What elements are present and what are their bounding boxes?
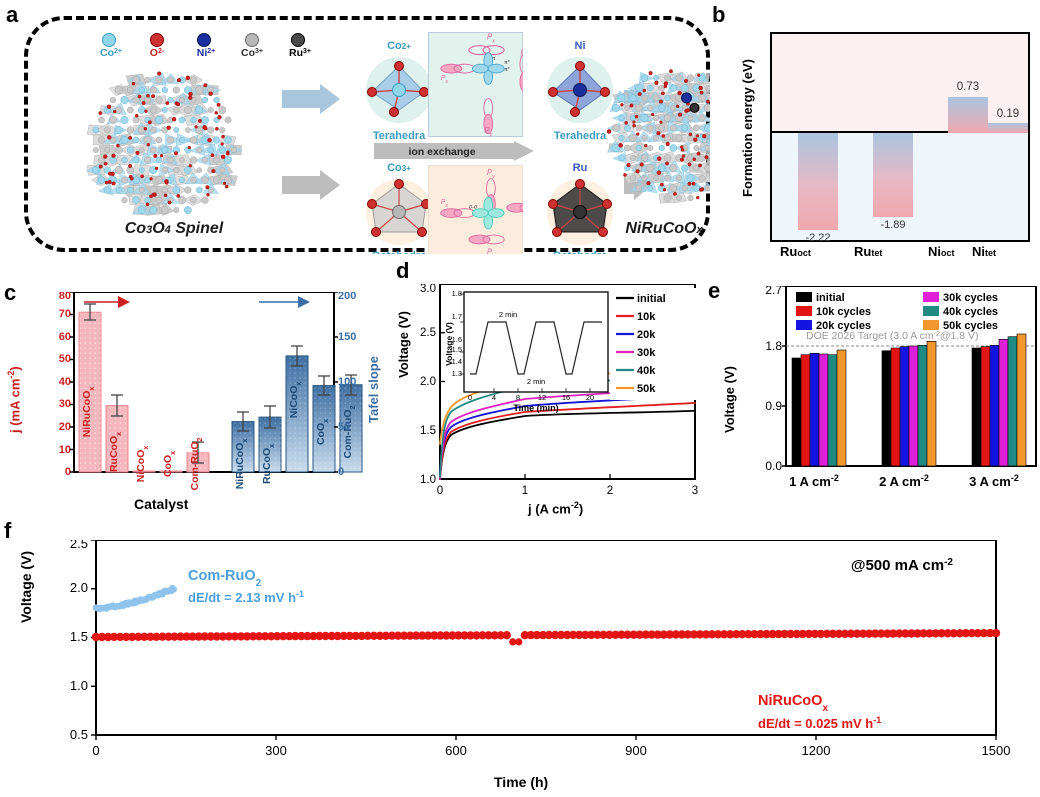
svg-text:1.8: 1.8 [765,339,782,353]
svg-text:10k: 10k [637,311,656,323]
svg-text:Co2+: Co2+ [100,47,122,59]
svg-text:0: 0 [437,485,443,497]
svg-text:80: 80 [59,292,71,302]
svg-text:1: 1 [522,485,528,497]
svg-text:20: 20 [586,393,594,402]
svg-text:40k: 40k [637,365,656,377]
svg-text:30: 30 [59,398,71,410]
svg-text:600: 600 [445,743,467,758]
svg-text:0: 0 [92,743,99,758]
svg-text:Pz: Pz [487,247,495,254]
svg-text:70: 70 [59,308,71,320]
svg-text:0.73: 0.73 [957,81,979,93]
svg-text:Ps: Ps [441,75,449,85]
svg-text:ion exchange: ion exchange [408,146,475,158]
svg-text:3.0: 3.0 [420,284,436,295]
svg-text:Com-RuO2: Com-RuO2 [188,568,262,589]
svg-text:10k cycles: 10k cycles [816,306,871,318]
svg-text:1200: 1200 [802,743,831,758]
svg-text:NiCoOx: NiCoOx [135,446,150,483]
svg-text:O2-: O2- [150,47,165,59]
svg-text:30k cycles: 30k cycles [943,292,998,304]
svg-text:0.19: 0.19 [997,108,1019,120]
svg-text:initial: initial [637,293,666,305]
svg-text:50: 50 [59,353,71,365]
svg-text:60: 60 [59,331,71,343]
svg-text:Co3+: Co3+ [241,47,263,59]
svg-text:2 min: 2 min [499,310,517,319]
svg-text:0.9: 0.9 [765,399,782,413]
svg-text:20k: 20k [637,329,656,341]
svg-text:12: 12 [538,393,546,402]
svg-text:Px: Px [487,33,495,45]
svg-text:40: 40 [59,376,71,388]
svg-text:40k cycles: 40k cycles [943,306,998,318]
svg-text:0: 0 [468,393,472,402]
svg-text:dE/dt = 2.13 mV h-1: dE/dt = 2.13 mV h-1 [188,589,304,605]
svg-text:20k cycles: 20k cycles [816,320,871,332]
svg-text:300: 300 [265,743,287,758]
svg-text:4: 4 [492,393,496,402]
svg-text:1.5: 1.5 [420,425,436,437]
svg-text:CoOx: CoOx [162,451,177,477]
svg-text:3 A cm-2: 3 A cm-2 [969,473,1019,489]
svg-text:0.5: 0.5 [70,727,88,742]
svg-text:Voltage (V): Voltage (V) [444,322,454,366]
svg-text:50k: 50k [637,383,656,395]
svg-text:@500 mA cm-2: @500 mA cm-2 [851,557,954,575]
svg-text:π*: π* [504,67,510,73]
svg-text:0: 0 [338,466,344,478]
svg-text:50: 50 [338,421,350,433]
svg-text:200: 200 [338,292,356,302]
svg-text:Ps: Ps [441,199,449,209]
svg-text:3: 3 [692,485,698,497]
svg-text:10: 10 [59,444,71,456]
svg-text:2 A cm-2: 2 A cm-2 [879,473,929,489]
svg-text:900: 900 [625,743,647,758]
svg-text:2.0: 2.0 [70,580,88,595]
svg-text:30k: 30k [637,347,656,359]
svg-text:initial: initial [816,292,845,304]
svg-text:2: 2 [607,485,613,497]
svg-text:dE/dt = 0.025 mV h-1: dE/dt = 0.025 mV h-1 [758,715,881,731]
svg-text:50k cycles: 50k cycles [943,320,998,332]
svg-text:-2.22: -2.22 [805,232,830,242]
svg-text:1.7: 1.7 [452,312,462,321]
svg-text:Ni2+: Ni2+ [197,47,215,59]
svg-text:1.0: 1.0 [70,678,88,693]
svg-text:1500: 1500 [982,743,1011,758]
svg-text:π*: π* [504,60,510,66]
svg-text:-1.89: -1.89 [880,219,905,231]
svg-text:1.8: 1.8 [452,289,462,298]
svg-text:150: 150 [338,331,356,343]
svg-text:8: 8 [516,393,520,402]
svg-text:0.0: 0.0 [765,459,782,473]
svg-text:NiRuCoOx: NiRuCoOx [758,693,828,714]
svg-text:2 min: 2 min [527,377,545,386]
svg-text:Time (min): Time (min) [513,403,558,413]
svg-text:2.5: 2.5 [70,540,88,551]
svg-text:2.5: 2.5 [420,327,436,339]
svg-text:Ru3+: Ru3+ [289,47,311,59]
svg-text:16: 16 [562,393,570,402]
svg-text:1.5: 1.5 [70,629,88,644]
svg-text:1.0: 1.0 [420,474,436,486]
svg-text:1 A cm-2: 1 A cm-2 [789,473,839,489]
svg-text:100: 100 [338,376,356,388]
svg-text:2.7: 2.7 [765,286,782,297]
